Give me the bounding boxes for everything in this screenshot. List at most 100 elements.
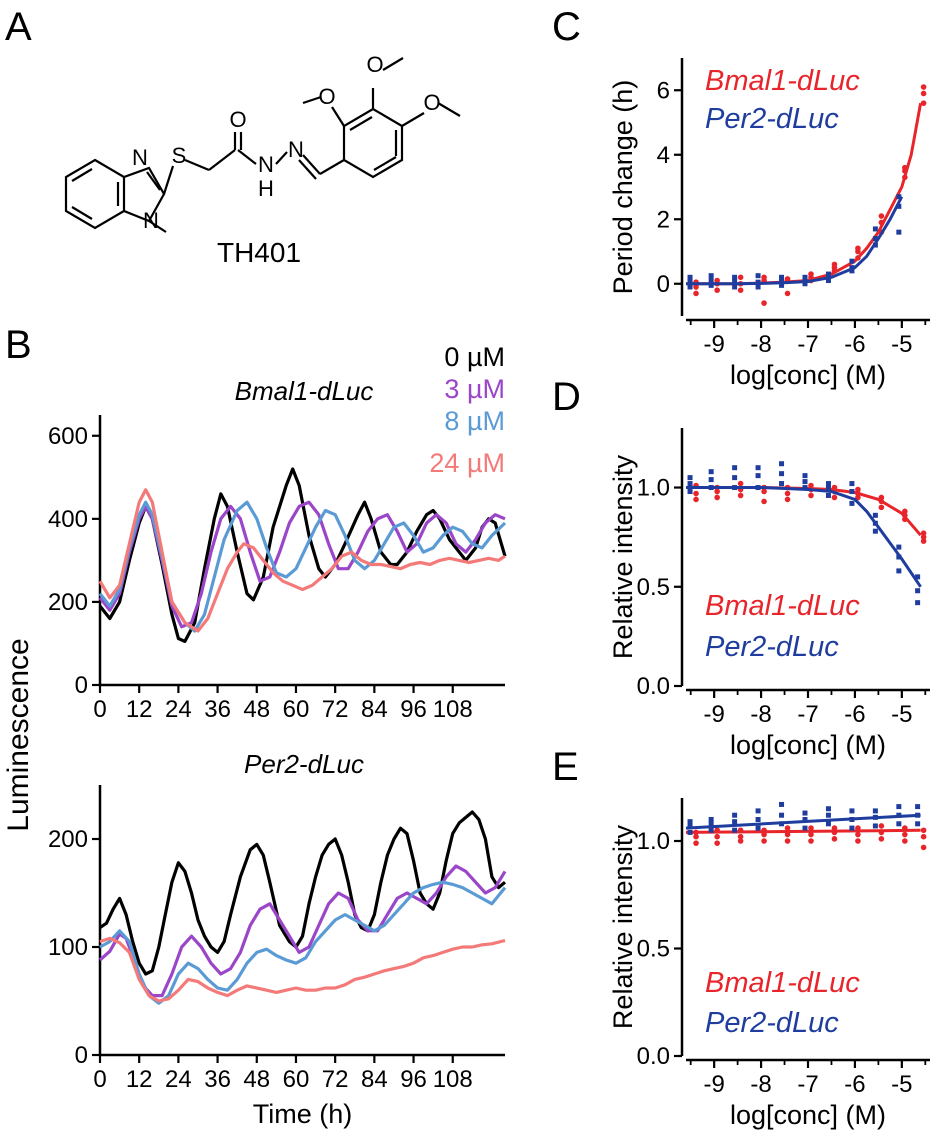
data-point: [779, 278, 785, 284]
chart-d: -9 -8 -7 -6 -5 0.0 0.5 1.0 log[conc] (M) Relative…: [608, 428, 930, 760]
y-tick-label: 200: [48, 826, 88, 853]
chart-b-bottom: 0 12 24 36 48 60 72 84 96 108 0 100 200 Time (h) Per2-…: [48, 749, 507, 1129]
x-tick-label: -6: [844, 701, 865, 728]
data-point: [808, 838, 814, 844]
x-tick-label: -9: [703, 1071, 724, 1098]
data-point: [708, 469, 714, 475]
data-point: [825, 485, 831, 491]
y-tick-label: 0: [657, 271, 670, 298]
data-point: [825, 481, 831, 487]
atom-h: H: [258, 176, 274, 201]
data-point: [802, 479, 808, 485]
data-point: [902, 838, 908, 844]
data-point: [855, 494, 861, 501]
chart-title: Bmal1-dLuc: [235, 376, 374, 406]
data-point: [920, 833, 927, 840]
data-point: [714, 488, 720, 495]
y-tick-label: 2: [657, 206, 670, 233]
chart-c: -9 -8 -7 -6 -5 0 2 4 6 log[conc] (M) Period change…: [608, 58, 930, 390]
series-line-24M: [98, 488, 506, 633]
data-point: [784, 496, 791, 503]
data-point: [802, 274, 808, 280]
atom-o: O: [423, 90, 440, 115]
fit-curve: [686, 486, 922, 537]
data-point: [825, 492, 831, 498]
x-tick-label: -5: [891, 1071, 912, 1098]
y-tick-label: 4: [657, 142, 670, 169]
data-point: [896, 544, 902, 550]
x-tick-label: 36: [204, 696, 231, 723]
data-point: [878, 823, 885, 829]
data-point: [855, 245, 861, 252]
data-point: [737, 492, 744, 499]
data-point: [687, 284, 693, 290]
data-point: [896, 229, 902, 235]
chart-title: Per2-dLuc: [244, 749, 364, 779]
data-point: [849, 268, 855, 274]
data-point: [693, 840, 699, 846]
data-point: [802, 817, 808, 822]
data-point: [779, 274, 785, 280]
data-point: [849, 258, 855, 264]
data-point: [802, 281, 808, 287]
data-point: [784, 290, 791, 297]
data-point: [687, 819, 693, 825]
data-point: [687, 274, 693, 280]
data-point: [708, 282, 714, 288]
data-point: [896, 821, 902, 827]
data-point: [755, 825, 761, 831]
data-point: [693, 490, 699, 497]
data-point: [761, 498, 767, 505]
data-point: [872, 823, 878, 829]
x-tick-label: -7: [797, 331, 818, 358]
data-point: [761, 274, 767, 281]
x-axis-label: log[conc] (M): [730, 730, 886, 760]
data-point: [779, 461, 785, 467]
data-point: [755, 473, 761, 479]
data-point: [687, 278, 693, 284]
data-point: [808, 271, 814, 277]
data-point: [808, 482, 814, 489]
x-tick-label: -6: [844, 331, 865, 358]
panel-label-b: B: [5, 323, 32, 367]
data-point: [687, 475, 693, 481]
y-tick-label: 0.0: [637, 1043, 670, 1070]
series-line-24M: [99, 936, 506, 1003]
data-point: [872, 528, 878, 534]
legend-entry: Bmal1-dLuc: [705, 590, 860, 622]
data-point: [878, 836, 885, 842]
data-point: [896, 804, 902, 810]
data-point: [755, 273, 761, 279]
data-point: [714, 833, 720, 840]
data-point: [714, 277, 720, 284]
atom-o: O: [318, 84, 335, 109]
data-point: [687, 829, 693, 835]
data-point: [708, 817, 714, 822]
data-point: [732, 827, 738, 833]
panel-label-d: D: [552, 375, 581, 419]
data-point: [732, 284, 738, 290]
x-axis-label: Time (h): [253, 1099, 353, 1129]
data-point: [779, 282, 785, 288]
y-tick-label: 0: [75, 672, 88, 699]
data-point: [915, 588, 921, 594]
data-point: [825, 278, 831, 284]
data-point: [825, 812, 831, 818]
x-tick-label: -8: [750, 1071, 771, 1098]
atom-o: O: [366, 52, 383, 77]
y-tick-label: 1.0: [637, 475, 670, 502]
data-point: [849, 808, 855, 814]
fit-curve: [686, 486, 922, 588]
data-point: [878, 504, 885, 511]
y-axis-label: Relative intensity: [608, 454, 638, 659]
data-point: [708, 278, 714, 284]
y-axis-label-shared: Luminescence: [2, 638, 35, 831]
data-point: [693, 496, 699, 503]
data-point: [714, 494, 720, 501]
data-point: [779, 481, 785, 487]
data-point: [855, 831, 861, 838]
fit-curve: [685, 813, 921, 830]
data-point: [849, 489, 855, 495]
data-point: [915, 574, 921, 580]
legend-entry: Bmal1-dLuc: [705, 65, 860, 97]
